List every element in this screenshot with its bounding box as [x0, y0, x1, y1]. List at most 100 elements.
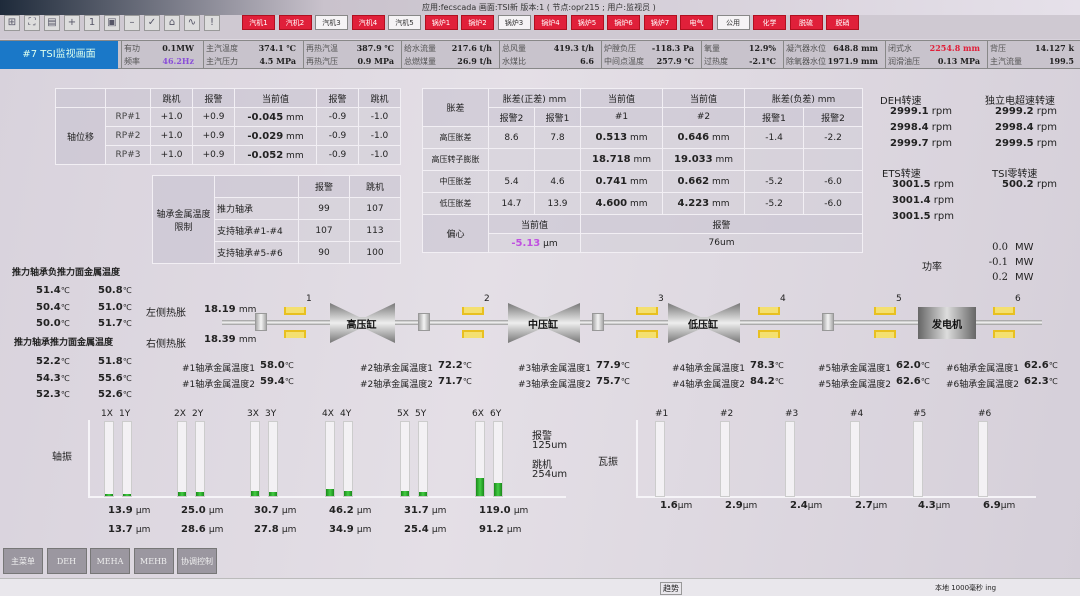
check-icon[interactable]: ✓: [144, 15, 160, 31]
power-value: 0.2: [992, 272, 1008, 283]
nav-button[interactable]: 汽机5: [388, 15, 421, 30]
trend-button[interactable]: 趋势: [660, 582, 682, 595]
nav-button[interactable]: 汽机4: [351, 15, 385, 30]
vib-label-5Y: 5Y: [415, 409, 427, 419]
pad-label: #3: [785, 409, 799, 419]
ecc-current-header: 当前值: [487, 214, 582, 234]
value: 4.600: [595, 198, 628, 209]
column-header: 跳机: [358, 88, 401, 108]
bottom-nav-button[interactable]: 主菜单: [3, 548, 43, 574]
unit: μm: [208, 506, 224, 516]
current-value: 0.662 mm: [662, 170, 746, 193]
minus-icon[interactable]: –: [124, 15, 140, 31]
thrust-temp: 50.0℃: [36, 318, 70, 329]
nav-button[interactable]: 化学: [753, 15, 786, 30]
bearing-top: [636, 307, 658, 315]
pad-value: 4.3μm: [918, 500, 950, 511]
value: 500.2: [1002, 179, 1034, 190]
thrust-temp: 52.2℃: [36, 356, 70, 367]
bottom-nav-button[interactable]: DEH: [46, 548, 87, 574]
nav-button[interactable]: 锅炉2: [461, 15, 494, 30]
bearing-temp-label: #1轴承金属温度2: [182, 380, 255, 390]
info-value: 6.6: [580, 56, 594, 66]
nav-button[interactable]: 公用: [716, 15, 750, 30]
value: 18.19: [204, 304, 236, 315]
bearing-temp-value: 71.7℃: [438, 376, 472, 387]
vib-bar-fill: [494, 482, 502, 496]
info-label: 背压: [990, 44, 1006, 53]
home-icon[interactable]: ⌂: [164, 15, 180, 31]
info-label: 主汽流量: [990, 57, 1022, 66]
info-label: 过热度: [704, 57, 728, 66]
value: -0.029: [247, 130, 284, 142]
print-icon[interactable]: ▤: [44, 15, 60, 31]
info-value: 46.2Hz: [162, 56, 194, 66]
value: -0.052: [247, 149, 284, 161]
alarm-icon[interactable]: !: [204, 15, 220, 31]
nav-button[interactable]: 汽机2: [278, 15, 312, 30]
vib-alarm-value: 125um: [532, 440, 568, 451]
info-divider: [499, 41, 500, 69]
trip-limit: 100: [349, 241, 401, 264]
fullscreen-icon[interactable]: ⛶: [24, 15, 40, 31]
unit: mm: [712, 133, 730, 143]
vib-value: 13.7 μm: [108, 524, 150, 535]
info-label: 闭式水: [888, 44, 912, 53]
trend-icon[interactable]: ∿: [184, 15, 200, 31]
bearing-temp-value: 62.6℃: [896, 376, 930, 387]
nav-button[interactable]: 脱硝: [826, 15, 859, 30]
limit-value: -1.4: [744, 126, 805, 149]
speed-deh-2: 2998.4 rpm: [890, 122, 952, 133]
unit: μm: [513, 506, 529, 516]
trip-limit: 113: [349, 219, 401, 242]
layout-icon[interactable]: ⊞: [4, 15, 20, 31]
value: 62.3: [1024, 376, 1049, 387]
unit: rpm: [1036, 138, 1057, 149]
nav-button[interactable]: 锅炉4: [534, 15, 567, 30]
nav-button[interactable]: 锅炉7: [643, 15, 677, 30]
value: 27.8: [254, 524, 279, 535]
pad-bar: [655, 421, 665, 497]
unit: mm: [238, 305, 257, 315]
bottom-nav-button[interactable]: 协调控制: [177, 548, 217, 574]
bottom-nav-button[interactable]: MEHB: [133, 548, 174, 574]
bearing-top: [284, 307, 306, 315]
nav-button[interactable]: 锅炉3: [497, 15, 531, 30]
save-icon[interactable]: ▣: [104, 15, 120, 31]
unit: ℃: [60, 302, 70, 312]
unit: ℃: [920, 361, 930, 370]
info-label: 除氧器水位: [786, 57, 826, 66]
nav-button[interactable]: 电气: [680, 15, 713, 30]
vib-label-4X: 4X: [322, 409, 334, 419]
value: 58.0: [260, 360, 285, 371]
nav-button[interactable]: 锅炉5: [570, 15, 604, 30]
generator: [918, 307, 976, 339]
thrust-temp: 52.3℃: [36, 389, 70, 400]
nav-button[interactable]: 锅炉1: [424, 15, 458, 30]
value: 51.7: [98, 318, 123, 329]
nav-button[interactable]: 汽机3: [315, 15, 348, 30]
unit: mm: [630, 177, 648, 187]
unit: μm: [543, 238, 558, 249]
value: 91.2: [479, 524, 504, 535]
unit: ℃: [122, 373, 132, 383]
bearing-temp-label: #4轴承金属温度2: [672, 380, 745, 390]
vib-bar-1X: [104, 421, 114, 497]
zoom-reset-icon[interactable]: 1: [84, 15, 100, 31]
zoom-in-icon[interactable]: +: [64, 15, 80, 31]
trip-positive: +1.0: [150, 126, 193, 146]
info-label: 润滑油压: [888, 57, 920, 66]
nav-button[interactable]: 汽机1: [242, 15, 275, 30]
limit-value: 7.8: [533, 126, 582, 149]
value: 3001.5: [892, 179, 931, 190]
value: 84.2: [750, 376, 775, 387]
info-value: 374.1 ℃: [258, 43, 296, 53]
nav-button[interactable]: 脱硫: [789, 15, 823, 30]
unit: ℃: [60, 373, 70, 383]
value: 30.7: [254, 505, 279, 516]
value: 2998.4: [995, 122, 1034, 133]
info-divider: [701, 41, 702, 69]
bottom-nav-button[interactable]: MEHA: [90, 548, 130, 574]
nav-button[interactable]: 锅炉6: [607, 15, 640, 30]
vib-bar-4X: [325, 421, 335, 497]
